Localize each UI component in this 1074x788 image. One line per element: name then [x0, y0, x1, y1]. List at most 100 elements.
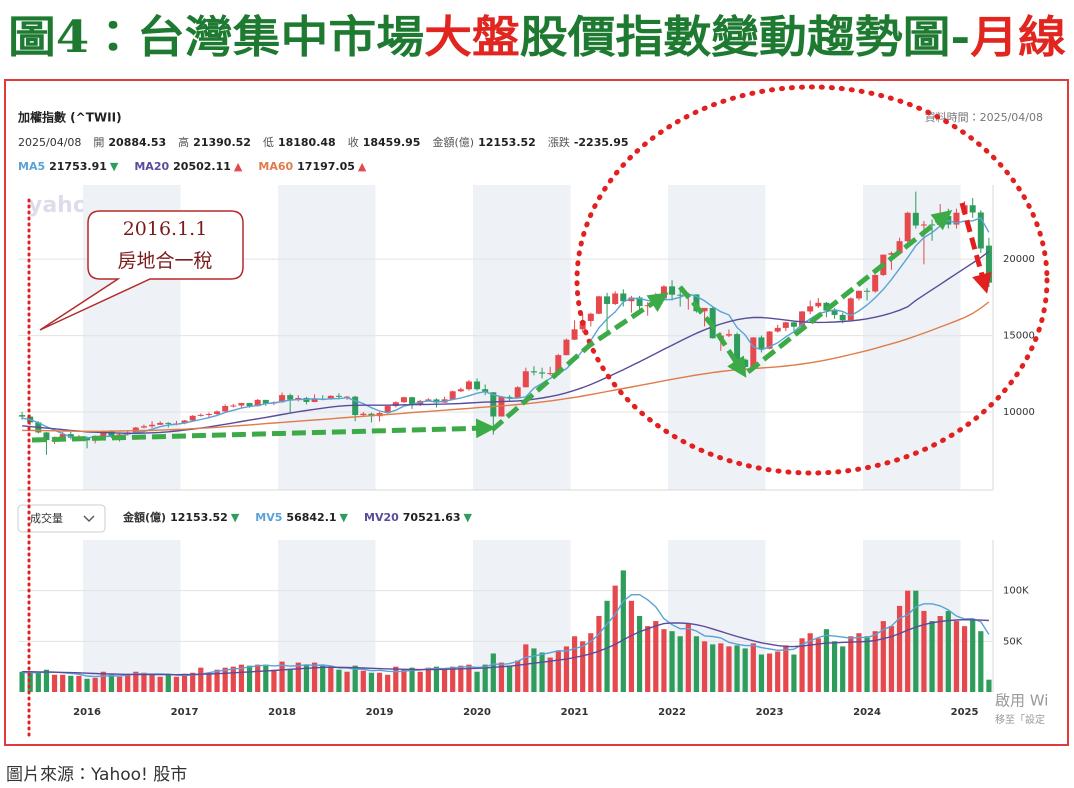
- volume-bar: [693, 636, 700, 692]
- header-item: 12153.52: [170, 511, 228, 524]
- volume-bar: [303, 664, 310, 692]
- trend-arrow: [31, 418, 496, 443]
- selector-box[interactable]: [17, 504, 106, 533]
- volume-bar: [60, 674, 66, 692]
- candle-body: [636, 297, 643, 307]
- header-row: 金額(億) 12153.52 ▼ MV5 56842.1 ▼ MV20 70521.63 ▼: [122, 510, 473, 524]
- candle-body: [498, 396, 505, 417]
- volume-bar: [116, 676, 123, 692]
- volume-bar: [913, 590, 919, 692]
- volume-bar: [100, 671, 106, 692]
- candle-body: [522, 371, 529, 388]
- header-item: MV20: [364, 511, 399, 524]
- header-item: 18459.95: [363, 136, 421, 149]
- volume-bar: [750, 643, 756, 692]
- candle-body: [205, 413, 212, 415]
- header-item: ▼: [110, 160, 119, 173]
- candle-body: [766, 331, 773, 349]
- volume-bar: [271, 669, 277, 692]
- candle-body: [490, 392, 497, 417]
- candle-body: [400, 397, 407, 403]
- volume-bar: [279, 661, 285, 692]
- candle-body: [555, 355, 562, 374]
- volume-bar: [336, 669, 342, 692]
- volume-bar: [230, 666, 236, 692]
- volume-bar: [953, 621, 960, 692]
- candle-body: [628, 297, 635, 302]
- y-tick-label: 20000: [1003, 254, 1035, 265]
- year-band: [863, 540, 961, 692]
- volume-bar: [51, 674, 58, 692]
- y-tick-label: 50K: [1003, 636, 1023, 647]
- volume-bar: [888, 626, 895, 692]
- candle-body: [604, 296, 611, 304]
- header-item: MA60: [258, 160, 293, 173]
- volume-selector[interactable]: 成交量: [17, 504, 106, 533]
- volume-bar: [409, 667, 415, 692]
- volume-bar: [831, 641, 838, 692]
- header-item: 低: [263, 135, 274, 149]
- candle-body: [547, 373, 554, 375]
- year-band: [473, 540, 571, 692]
- candle-body: [230, 405, 237, 407]
- volume-bar: [157, 676, 163, 692]
- header-item: MV5: [255, 511, 282, 524]
- volume-bar: [393, 666, 399, 692]
- header-item: 2025/04/08: [18, 136, 81, 149]
- candle-body: [790, 322, 797, 327]
- candle-body: [157, 422, 164, 425]
- volume-bar: [734, 645, 740, 692]
- average-line: [22, 250, 990, 434]
- volume-bar: [620, 570, 626, 692]
- candle-body: [67, 434, 74, 438]
- volume-bar: [710, 644, 716, 692]
- candle-body: [920, 224, 927, 226]
- volume-bar: [986, 679, 992, 692]
- volume-bar: [376, 672, 383, 692]
- volume-bar: [970, 619, 976, 692]
- candle-body: [807, 306, 814, 312]
- volume-bar: [173, 676, 180, 692]
- header-item: 20502.11: [173, 160, 231, 173]
- volume-bar: [523, 644, 529, 692]
- volume-bar: [206, 672, 212, 692]
- x-tick-label: 2016: [73, 707, 101, 718]
- volume-bar: [498, 662, 505, 692]
- selector-chevron[interactable]: [83, 515, 95, 522]
- volume-bar: [433, 666, 440, 692]
- candle-body: [140, 426, 147, 428]
- volume-bar: [482, 664, 488, 692]
- candle-body: [384, 406, 391, 414]
- selector-text[interactable]: 成交量: [30, 511, 63, 525]
- volume-bar: [726, 646, 732, 692]
- volume-bar: [190, 672, 196, 692]
- candle-body: [474, 381, 481, 390]
- annotations: 2016.1.1 房地合一稅: [27, 84, 1050, 742]
- candle-body: [985, 245, 992, 283]
- x-tick-label: 2018: [268, 707, 296, 718]
- header-item: -2235.95: [574, 136, 629, 149]
- candle-body: [214, 411, 221, 414]
- volume-bar: [775, 651, 781, 692]
- volume-bar: [848, 636, 854, 692]
- volume-bar: [263, 664, 269, 692]
- volume-bar: [718, 643, 724, 692]
- x-tick-label: 2025: [951, 707, 979, 718]
- candle-body: [677, 294, 684, 296]
- volume-bar: [466, 664, 472, 692]
- header-item: 20884.53: [108, 136, 166, 149]
- index-title: 加權指數 (^TWII): [17, 110, 122, 125]
- candle-body: [953, 212, 960, 225]
- candle-body: [449, 391, 456, 400]
- volume-bar: [571, 636, 578, 692]
- volume-bar: [978, 631, 984, 692]
- volume-bar: [149, 674, 155, 692]
- volume-bar: [929, 621, 935, 692]
- volume-bar: [368, 672, 375, 692]
- volume-bar: [645, 626, 651, 692]
- volume-bar: [441, 668, 448, 692]
- volume-bar: [27, 672, 33, 692]
- volume-bar: [612, 585, 618, 692]
- candle-body: [360, 413, 367, 416]
